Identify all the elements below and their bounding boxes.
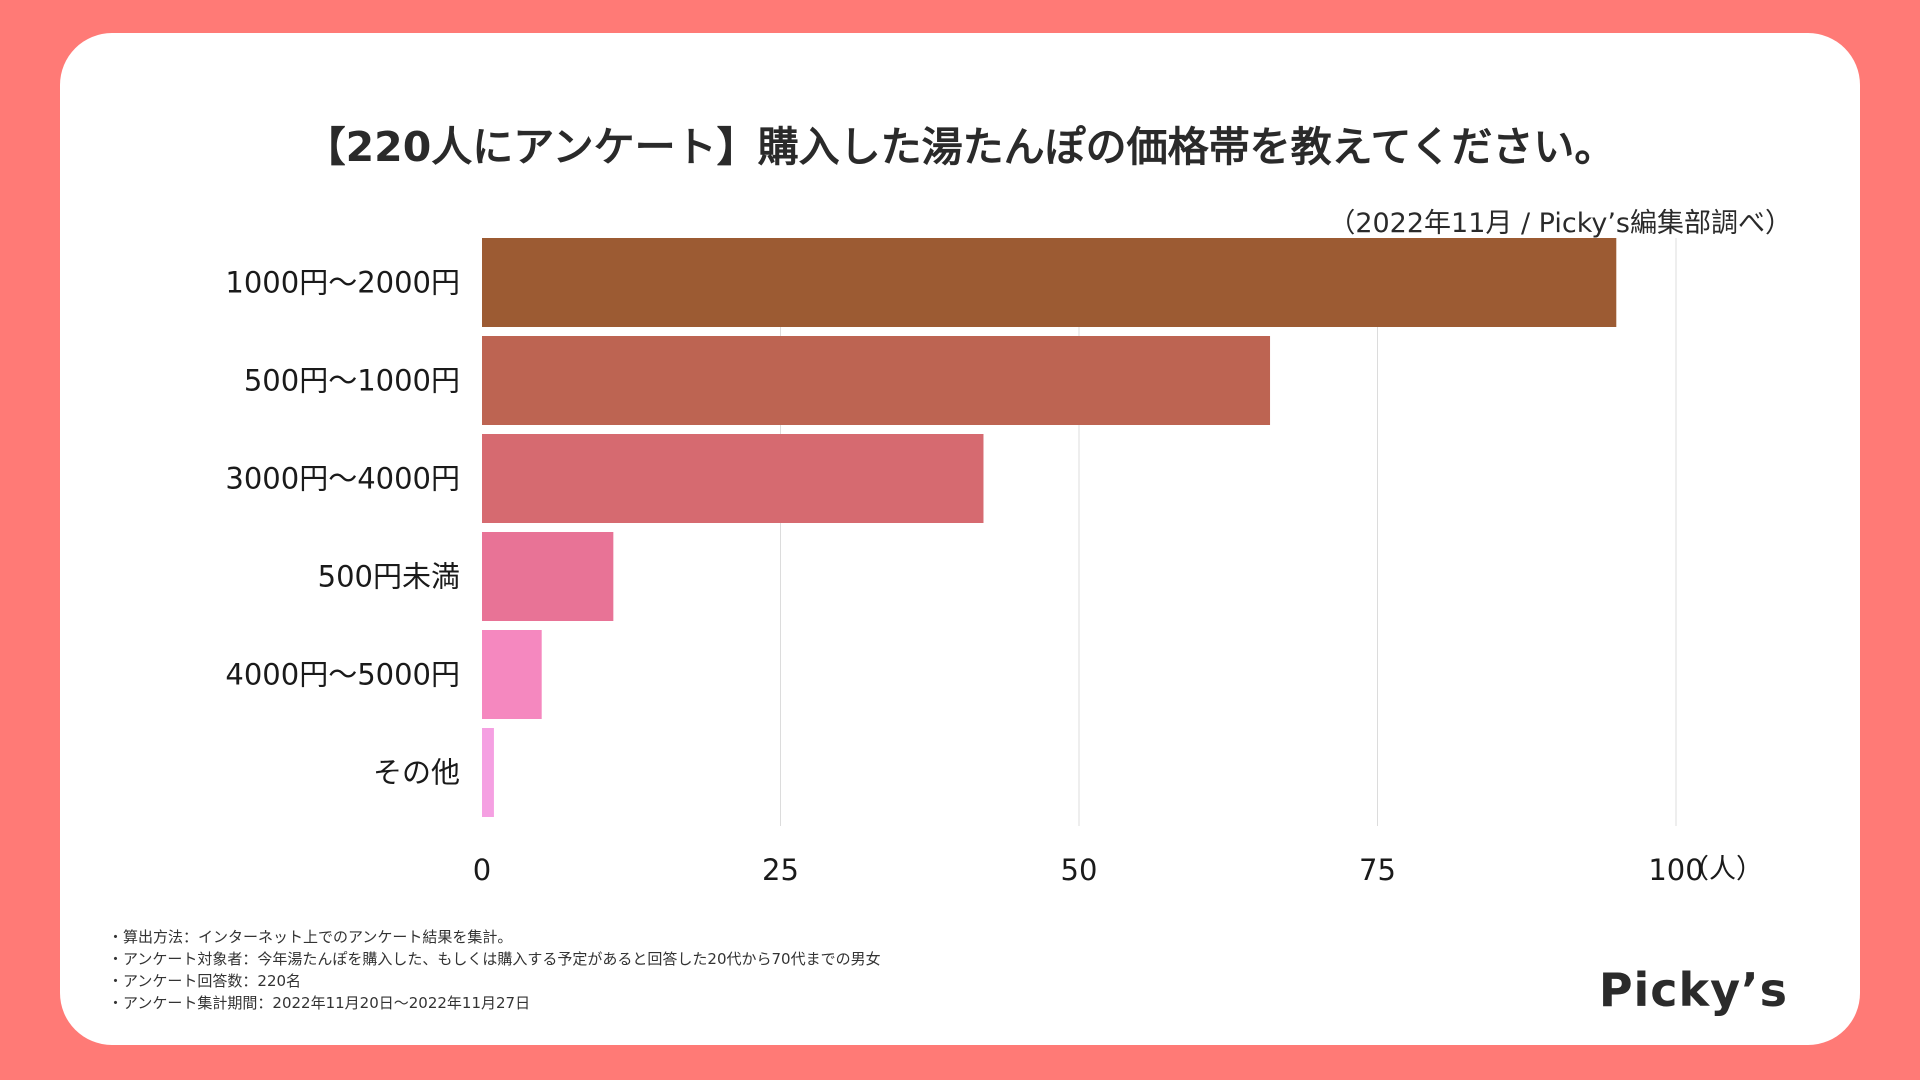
note-period: ・アンケート集計期間：2022年11月20日〜2022年11月27日 [108,994,531,1012]
bar [482,238,1617,327]
bar [482,630,542,719]
category-label: 500円未満 [318,560,460,594]
bar [482,532,614,621]
category-label: 1000円〜2000円 [225,266,460,300]
bar-chart: 1000円〜2000円 500円〜1000円 3000円〜4000円 500円未満 40… [225,238,1763,883]
survey-notes: ・算出方法：インターネット上でのアンケート結果を集計。 ・アンケート対象者：今年… [108,926,881,1014]
category-label: 500円〜1000円 [244,364,460,398]
x-tick-label: 50 [1061,853,1098,883]
note-count: ・アンケート回答数：220名 [108,972,302,990]
category-label: 3000円〜4000円 [225,462,460,496]
note-target: ・アンケート対象者：今年湯たんぽを購入した、もしくは購入する予定があると回答した… [108,950,881,968]
bar [482,434,984,523]
note-method: ・算出方法：インターネット上でのアンケート結果を集計。 [108,928,513,946]
x-tick-label: 0 [473,853,491,883]
category-label: その他 [373,756,460,790]
chart-title: 【220人にアンケート】購入した湯たんぽの価格帯を教えてください。 [304,123,1616,171]
x-tick-label: 100 [1648,853,1703,883]
x-tick-label: 25 [762,853,799,883]
chart-card: 【220人にアンケート】購入した湯たんぽの価格帯を教えてください。 （2022年… [60,33,1860,1045]
brand-logo: Picky’s [1598,963,1788,1017]
bar [482,728,494,817]
x-tick-label: 75 [1359,853,1396,883]
category-label: 4000円〜5000円 [225,658,460,692]
x-unit-label: （人） [1682,854,1763,883]
chart-source: （2022年11月 / Picky’s編集部調べ） [1328,208,1792,239]
bar [482,336,1271,425]
